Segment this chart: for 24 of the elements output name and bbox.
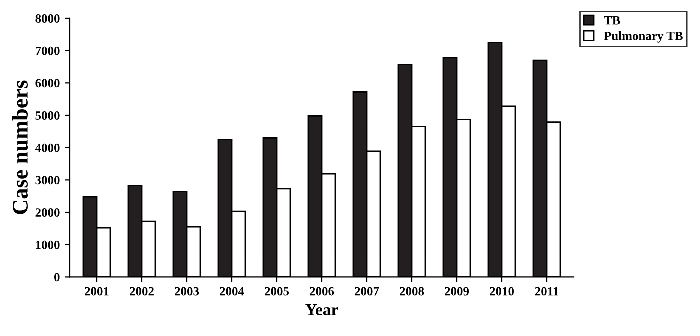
x-tick-label: 2003 (175, 287, 200, 296)
x-tick-label: 2001 (85, 287, 109, 296)
y-tick-label: 3000 (36, 176, 60, 185)
y-tick-label: 5000 (36, 112, 60, 120)
x-tick-label: 2004 (220, 287, 244, 296)
y-tick-label: 1000 (36, 240, 60, 250)
x-tick-label: 2007 (355, 287, 380, 296)
x-tick-label: 2006 (310, 287, 334, 296)
x-tick-label: 2010 (490, 287, 514, 296)
x-tick-label: 2011 (535, 287, 559, 296)
y-tick-label: 0 (54, 273, 60, 282)
y-tick-label: 4000 (35, 144, 60, 152)
x-tick-label: 2009 (445, 287, 470, 296)
x-axis-title: Year (306, 304, 338, 316)
x-tick-label: 2008 (400, 287, 424, 296)
legend-label: Pulmonary TB (604, 32, 683, 43)
x-tick-label: 2005 (265, 287, 290, 296)
x-tick-label: 2002 (130, 287, 154, 296)
y-tick-label: 6000 (36, 79, 60, 88)
y-axis-title: Case numbers (12, 80, 28, 214)
y-tick-label: 2000 (36, 208, 60, 217)
y-tick-label: 7000 (36, 46, 60, 56)
legend-label: TB (604, 16, 620, 25)
y-tick-label: 8000 (36, 14, 60, 23)
